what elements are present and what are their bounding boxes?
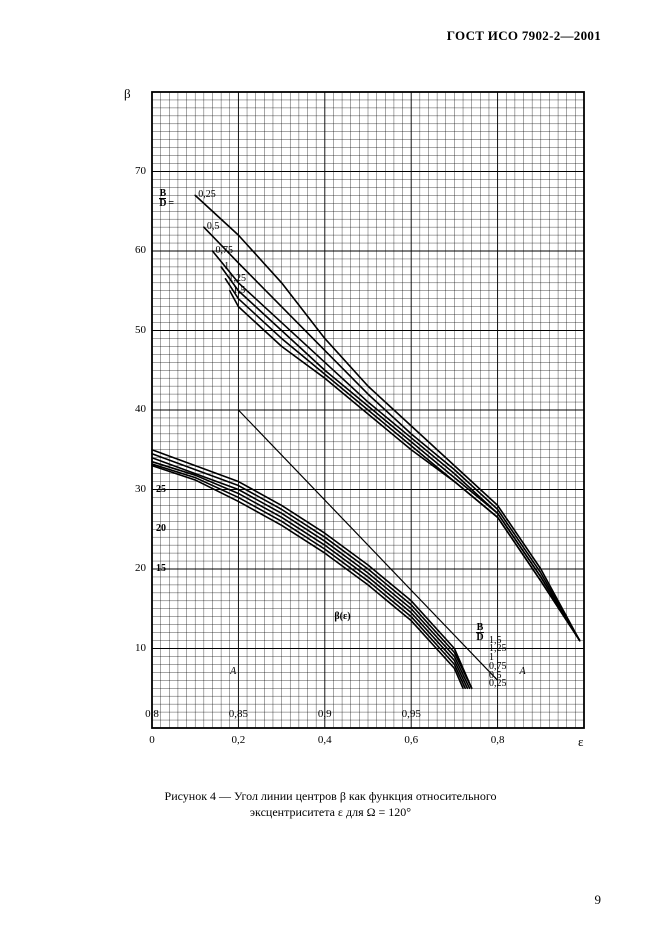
chart-label: 25: [156, 484, 166, 495]
chart-label: 1: [224, 261, 229, 272]
chart-label: 20: [122, 562, 146, 574]
chart-label: 1,25: [228, 273, 246, 284]
chart-label: 0,4: [310, 734, 340, 746]
chart-label: 0,95: [396, 708, 426, 720]
caption-line-2: эксцентриситета ε для Ω = 120°: [250, 805, 411, 819]
chart-label: 20: [156, 523, 166, 534]
chart-label: 0,5: [207, 221, 220, 232]
chart-label: 0,2: [223, 734, 253, 746]
figure-caption: Рисунок 4 — Угол линии центров β как фун…: [0, 788, 661, 820]
y-axis-title: β: [124, 86, 131, 102]
chart-svg: [112, 78, 592, 758]
chart-label: 1,5: [233, 285, 246, 296]
chart-label: 0,6: [396, 734, 426, 746]
chart-label: 0,8: [137, 708, 167, 720]
caption-line-1: Рисунок 4 — Угол линии центров β как фун…: [165, 789, 497, 803]
document-header: ГОСТ ИСО 7902-2—2001: [447, 28, 601, 44]
chart-label: 0,9: [310, 708, 340, 720]
chart-label: 30: [122, 483, 146, 495]
page-number: 9: [595, 892, 602, 908]
chart-label: 0,85: [223, 708, 253, 720]
chart-label: 0,25: [489, 678, 507, 689]
param-label-lower: BD: [476, 623, 483, 643]
chart-figure: β ε 10 20 30 40 50 60 70 0 0,2 0,4 0,6 0,8 0,8 0,85 0,…: [112, 78, 592, 758]
chart-label: 0,25: [198, 189, 216, 200]
chart-label: 0,8: [483, 734, 513, 746]
chart-label: 10: [122, 642, 146, 654]
chart-label: 0,75: [215, 245, 233, 256]
chart-label: 15: [156, 563, 166, 574]
chart-label: 50: [122, 324, 146, 336]
x-axis-title: ε: [578, 734, 583, 750]
chart-label: 60: [122, 244, 146, 256]
chart-label: A: [230, 666, 236, 677]
param-label-upper: BD=: [159, 189, 176, 209]
chart-label: 40: [122, 403, 146, 415]
chart-label: 70: [122, 165, 146, 177]
chart-label: A: [520, 666, 526, 677]
chart-label: 0: [137, 734, 167, 746]
chart-label: β(ε): [334, 611, 350, 622]
